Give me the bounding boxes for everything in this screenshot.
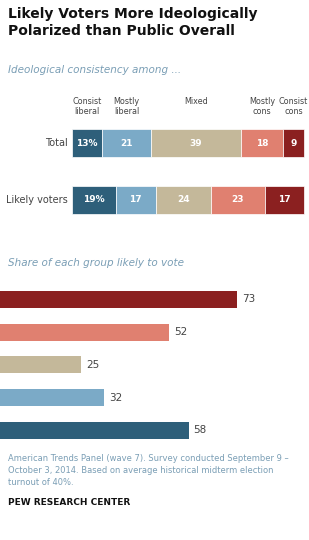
Bar (72, 129, 102, 157)
Bar (0, 323, 169, 341)
Bar (0, 291, 237, 308)
Text: Consist
cons: Consist cons (279, 97, 308, 117)
Bar (102, 129, 151, 157)
Bar (0, 389, 104, 406)
Bar (0, 356, 81, 373)
Text: 17: 17 (278, 195, 290, 205)
Text: Total: Total (45, 138, 68, 148)
Text: 25: 25 (86, 360, 99, 370)
Text: PEW RESEARCH CENTER: PEW RESEARCH CENTER (8, 498, 130, 507)
Text: 39: 39 (190, 138, 202, 147)
Text: Consist
liberal: Consist liberal (72, 97, 102, 117)
Bar (265, 186, 304, 214)
Text: Ideological consistency among ...: Ideological consistency among ... (8, 65, 181, 75)
Bar (151, 129, 241, 157)
Text: 13%: 13% (76, 138, 98, 147)
Bar (155, 186, 211, 214)
Text: American Trends Panel (wave 7). Survey conducted September 9 –
October 3, 2014. : American Trends Panel (wave 7). Survey c… (8, 454, 289, 487)
Bar (211, 186, 265, 214)
Text: Share of each group likely to vote: Share of each group likely to vote (8, 258, 184, 268)
Text: Mostly
cons: Mostly cons (249, 97, 275, 117)
Text: Mostly
liberal: Mostly liberal (113, 97, 140, 117)
Text: Likely voters: Likely voters (6, 195, 68, 205)
Text: 73: 73 (242, 294, 256, 305)
Text: 9: 9 (290, 138, 297, 147)
Text: 17: 17 (129, 195, 142, 205)
Text: 19%: 19% (83, 195, 105, 205)
Text: Likely Voters More Ideologically
Polarized than Public Overall: Likely Voters More Ideologically Polariz… (8, 7, 257, 38)
Text: Mixed: Mixed (184, 97, 208, 106)
Bar (241, 129, 283, 157)
Text: 58: 58 (193, 426, 207, 435)
Bar (116, 186, 155, 214)
Text: 23: 23 (232, 195, 244, 205)
Text: 32: 32 (109, 393, 122, 403)
Text: 21: 21 (120, 138, 133, 147)
Text: 24: 24 (177, 195, 190, 205)
Text: 52: 52 (174, 327, 187, 337)
Bar (72, 186, 116, 214)
Bar (283, 129, 304, 157)
Text: 18: 18 (256, 138, 269, 147)
Bar (0, 422, 189, 439)
